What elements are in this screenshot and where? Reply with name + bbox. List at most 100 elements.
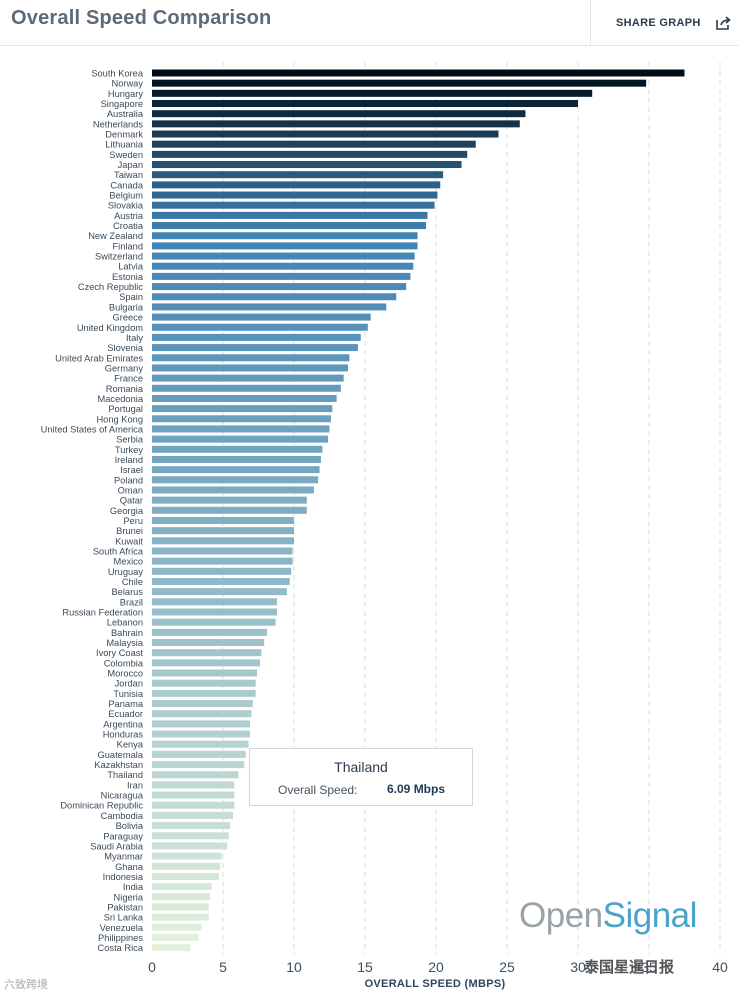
category-label: Finland <box>113 241 144 251</box>
bar <box>152 384 341 392</box>
bar <box>152 171 444 179</box>
category-label: Slovenia <box>107 343 143 353</box>
category-label: Ireland <box>115 455 143 465</box>
category-label: Israel <box>120 465 143 475</box>
category-label: Cambodia <box>101 811 144 821</box>
category-label: Germany <box>105 363 144 373</box>
bar <box>152 354 350 362</box>
category-label: Macedonia <box>98 394 144 404</box>
bar <box>152 923 202 931</box>
category-label: Paraguay <box>103 831 143 841</box>
category-label: Australia <box>107 109 144 119</box>
header-bar: Overall Speed Comparison SHARE GRAPH <box>0 0 739 46</box>
category-label: Slovakia <box>108 201 144 211</box>
logo-signal: Signal <box>602 896 698 935</box>
bar <box>152 394 337 402</box>
watermark-left: 六致跨境 <box>4 979 48 991</box>
share-graph-button[interactable]: SHARE GRAPH <box>600 0 739 46</box>
bar <box>152 852 222 860</box>
bar <box>152 639 265 647</box>
bar <box>152 771 239 779</box>
category-label: United Kingdom <box>77 323 143 333</box>
category-label: Sweden <box>109 150 143 160</box>
bar <box>152 557 293 565</box>
category-label: Bulgaria <box>109 302 144 312</box>
bar <box>152 537 294 545</box>
bar <box>152 466 320 474</box>
logo-open: Open <box>519 896 603 935</box>
x-tick-label: 15 <box>357 959 373 975</box>
category-label: India <box>123 882 144 892</box>
bar <box>152 323 368 331</box>
category-label: Poland <box>114 475 143 485</box>
bar <box>152 740 249 748</box>
share-icon <box>715 16 731 30</box>
bar <box>152 649 262 657</box>
category-label: United States of America <box>41 424 144 434</box>
bar <box>152 527 294 535</box>
category-label: Dominican Republic <box>60 801 143 811</box>
bar <box>152 211 428 219</box>
bar <box>152 872 219 880</box>
bar <box>152 150 468 158</box>
category-label: Iran <box>127 780 143 790</box>
bar <box>152 89 593 97</box>
category-label: Chile <box>122 577 143 587</box>
category-label: Czech Republic <box>78 282 143 292</box>
category-label: Panama <box>108 699 143 709</box>
bar <box>152 405 333 413</box>
bar <box>152 476 319 484</box>
bar <box>152 79 647 87</box>
category-label: Myanmar <box>104 852 143 862</box>
bar <box>152 679 256 687</box>
x-axis-label: OVERALL SPEED (MBPS) <box>365 978 506 990</box>
bar <box>152 232 418 240</box>
bar <box>152 944 191 952</box>
category-label: Brazil <box>120 597 143 607</box>
category-label: Taiwan <box>114 170 143 180</box>
bar <box>152 222 427 230</box>
category-label: New Zealand <box>88 231 143 241</box>
bar <box>152 293 397 301</box>
bar <box>152 700 253 708</box>
bar <box>152 567 292 575</box>
category-label: Bolivia <box>116 821 144 831</box>
category-label: Hungary <box>108 89 143 99</box>
category-label: Turkey <box>115 445 143 455</box>
category-label: United Arab Emirates <box>55 353 143 363</box>
share-graph-label: SHARE GRAPH <box>616 17 701 29</box>
bar <box>152 272 411 280</box>
category-label: Argentina <box>103 719 144 729</box>
bar <box>152 730 250 738</box>
bar <box>152 364 348 372</box>
watermark-right: 泰国星暹日报 <box>584 959 675 976</box>
bar <box>152 933 199 941</box>
category-label: Japan <box>118 160 143 170</box>
bar <box>152 496 307 504</box>
category-label: Singapore <box>101 99 143 109</box>
bar <box>152 313 371 321</box>
category-label: Thailand <box>107 770 143 780</box>
bar <box>152 578 290 585</box>
bar <box>152 628 268 636</box>
bar <box>152 181 441 189</box>
category-label: Pakistan <box>107 902 143 912</box>
bar <box>152 69 685 77</box>
header-divider <box>590 0 591 46</box>
tooltip-value: 6.09 Mbps <box>387 782 446 796</box>
tooltip: Thailand Overall Speed: 6.09 Mbps <box>249 748 473 806</box>
x-tick-label: 0 <box>148 959 156 975</box>
category-label: Spain <box>119 292 143 302</box>
category-label: Portugal <box>108 404 143 414</box>
category-label: Venezuela <box>100 923 144 933</box>
bar <box>152 588 287 596</box>
category-label: Canada <box>110 180 143 190</box>
category-label: Ghana <box>115 862 144 872</box>
x-tick-label: 10 <box>286 959 302 975</box>
category-label: Hong Kong <box>96 414 143 424</box>
category-label: Georgia <box>110 506 144 516</box>
x-tick-label: 30 <box>570 959 586 975</box>
bar <box>152 100 578 108</box>
category-label: South Korea <box>91 69 144 79</box>
